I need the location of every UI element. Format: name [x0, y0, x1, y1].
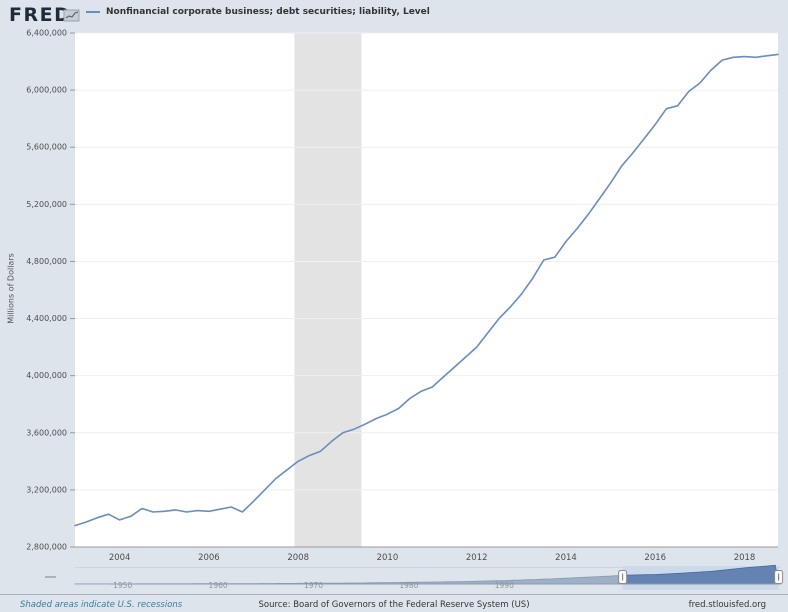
slider-area-selected	[622, 564, 780, 585]
source-attribution: Source: Board of Governors of the Federa…	[258, 600, 530, 610]
slider-decade-label: 1950	[113, 581, 132, 590]
recession-note-link[interactable]: Shaded areas indicate U.S. recessions	[20, 600, 183, 610]
data-line	[74, 53, 779, 527]
recession-band	[294, 33, 362, 547]
x-tick-label: 2014	[555, 553, 577, 563]
y-tick-label: 3,200,000	[26, 485, 67, 494]
y-tick-label: 4,400,000	[26, 314, 67, 323]
legend-line-swatch	[86, 11, 100, 13]
slider-decade-label: 1980	[399, 581, 418, 590]
header: FRED Nonfinancial corporate business; de…	[0, 0, 788, 33]
slider-area-unselected	[74, 575, 624, 585]
x-tick-label: 2008	[287, 553, 309, 563]
footer: Shaded areas indicate U.S. recessions So…	[0, 594, 788, 612]
legend-series-label: Nonfinancial corporate business; debt se…	[106, 7, 430, 17]
y-tick-label: 6,400,000	[26, 29, 67, 38]
x-tick-label: 2018	[734, 553, 756, 563]
y-tick-label: 5,200,000	[26, 200, 67, 209]
fred-logo[interactable]: FRED	[9, 4, 72, 26]
y-tick-label: 4,000,000	[26, 371, 67, 380]
y-tick-label: 2,800,000	[26, 543, 67, 552]
main-chart: 2,800,000 3,200,000 3,600,000 4,000,000 4,40…	[26, 29, 784, 590]
slider-decade-label: 1970	[304, 581, 323, 590]
plot-area[interactable]	[75, 33, 778, 547]
y-tick-label: 5,600,000	[26, 143, 67, 152]
y-tick-label: 3,600,000	[26, 428, 67, 437]
x-tick-label: 2004	[109, 553, 131, 563]
y-tick-label: 4,800,000	[26, 257, 67, 266]
fred-logo-chart-icon	[63, 9, 80, 22]
x-tick-label: 2010	[377, 553, 399, 563]
series-legend[interactable]: Nonfinancial corporate business; debt se…	[86, 7, 430, 17]
slider-decade-label: 1990	[495, 581, 514, 590]
x-tick-label: 2006	[198, 553, 220, 563]
x-tick-label: 2016	[644, 553, 666, 563]
x-tick-label: 2012	[466, 553, 488, 563]
y-tick-label: 6,000,000	[26, 86, 67, 95]
slider-decade-label: 1960	[209, 581, 228, 590]
fred-site-link[interactable]: fred.stlouisfed.org	[688, 600, 766, 610]
